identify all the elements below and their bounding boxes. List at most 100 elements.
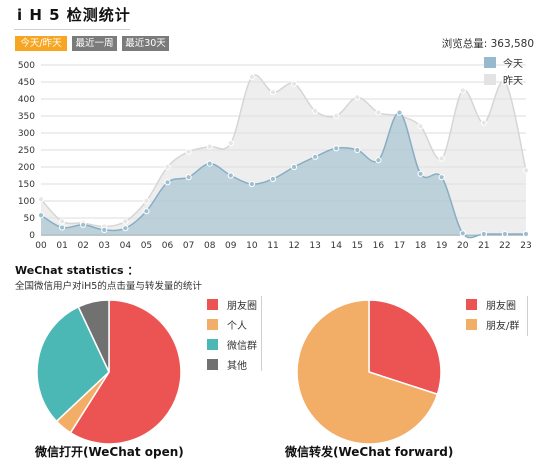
- last-30-days-button[interactable]: 最近30天: [122, 36, 169, 51]
- pie-slice: [77, 299, 110, 373]
- wechat-forward-legend: 朋友圈朋友/群: [466, 296, 519, 336]
- data-point-today: [206, 160, 213, 167]
- data-point-yesterday: [227, 140, 234, 147]
- page-title: i H 5 检测统计: [17, 6, 131, 24]
- x-tick-label: 10: [246, 241, 258, 251]
- x-tick-label: 04: [120, 241, 132, 251]
- x-tick-label: 13: [309, 241, 320, 251]
- y-tick-label: 50: [24, 214, 36, 224]
- wechat-open-legend: 朋友圈 个人 微信群 其他: [207, 296, 257, 376]
- data-point-yesterday: [417, 123, 424, 130]
- data-point-yesterday: [459, 87, 466, 94]
- x-tick-label: 21: [478, 241, 489, 251]
- data-point-yesterday: [290, 80, 298, 87]
- legend-item: 其他: [207, 356, 257, 373]
- y-tick-label: 400: [18, 95, 35, 105]
- today-yesterday-button[interactable]: 今天/昨天: [15, 36, 67, 51]
- last-week-button[interactable]: 最近一周: [72, 36, 117, 51]
- x-tick-label: 08: [204, 241, 216, 251]
- x-tick-label: 12: [288, 241, 299, 251]
- data-point-today: [522, 230, 530, 238]
- data-point-yesterday: [333, 112, 340, 120]
- data-point-yesterday: [522, 167, 530, 174]
- x-tick-label: 14: [330, 241, 342, 251]
- legend-label: 昨天: [503, 75, 523, 87]
- data-point-today: [58, 224, 66, 231]
- data-point-today: [290, 163, 298, 171]
- data-point-yesterday: [438, 155, 445, 162]
- wechat-forward-title: 微信转发(WeChat forward): [285, 445, 454, 459]
- data-point-today: [396, 109, 403, 116]
- legend-divider: [527, 296, 528, 336]
- y-tick-label: 450: [18, 78, 35, 88]
- data-point-today: [312, 153, 319, 160]
- wechat-open-pie: [36, 299, 182, 445]
- section-subtitle: 全国微信用户对iH5的点击量与转发量的统计: [15, 281, 202, 292]
- legend-swatch: [207, 299, 218, 310]
- title-divider: [14, 29, 130, 30]
- legend-label: 今天: [503, 57, 523, 70]
- data-point-yesterday: [312, 107, 319, 115]
- legend-swatch: [484, 74, 496, 85]
- legend-swatch: [484, 57, 496, 68]
- pie-slice: [69, 299, 182, 445]
- y-tick-label: 300: [18, 129, 35, 139]
- pie-slice: [296, 299, 439, 445]
- legend-label: 微信群: [227, 341, 257, 352]
- legend-swatch: [466, 299, 477, 310]
- data-point-today: [164, 179, 171, 186]
- legend-swatch: [207, 339, 218, 350]
- data-point-today: [143, 208, 150, 215]
- pie-slice: [368, 299, 442, 396]
- data-point-today: [417, 170, 424, 177]
- data-point-yesterday: [206, 143, 213, 150]
- data-point-yesterday: [185, 148, 192, 155]
- x-tick-label: 16: [373, 241, 385, 251]
- section-title: WeChat statistics ：: [15, 264, 139, 277]
- data-point-today: [333, 145, 340, 152]
- data-point-yesterday: [480, 119, 487, 126]
- x-tick-label: 23: [520, 241, 531, 251]
- legend-swatch: [207, 359, 218, 370]
- data-point-yesterday: [164, 163, 171, 171]
- data-point-today: [269, 175, 277, 183]
- legend-label: 朋友/群: [486, 321, 520, 332]
- data-point-yesterday: [248, 73, 255, 80]
- total-views-label: 浏览总量: 363,580: [441, 38, 534, 50]
- data-point-today: [375, 157, 382, 164]
- x-tick-label: 02: [77, 241, 88, 251]
- legend-item: 朋友圈: [466, 296, 519, 313]
- legend-label: 个人: [227, 321, 247, 332]
- data-point-today: [227, 172, 234, 179]
- y-tick-label: 200: [18, 163, 35, 173]
- x-tick-label: 15: [352, 241, 363, 251]
- x-tick-label: 07: [183, 241, 194, 251]
- data-point-yesterday: [501, 78, 509, 86]
- legend-swatch: [207, 319, 218, 330]
- data-point-today: [80, 221, 87, 228]
- data-point-today: [501, 230, 509, 238]
- data-point-yesterday: [269, 89, 277, 96]
- data-point-yesterday: [354, 94, 361, 101]
- x-tick-label: 11: [267, 241, 278, 251]
- data-point-today: [459, 230, 466, 237]
- y-tick-label: 500: [18, 61, 35, 71]
- x-tick-label: 17: [394, 241, 405, 251]
- x-tick-label: 00: [35, 241, 47, 251]
- data-point-yesterday: [122, 218, 129, 225]
- data-point-today: [480, 230, 487, 238]
- x-tick-label: 09: [225, 241, 237, 251]
- data-point-today: [37, 212, 45, 219]
- y-tick-label: 350: [18, 112, 35, 122]
- legend-item: 朋友/群: [466, 316, 519, 333]
- x-tick-label: 01: [56, 241, 67, 251]
- data-point-today: [101, 226, 108, 233]
- x-tick-label: 20: [457, 241, 469, 251]
- y-tick-label: 250: [18, 146, 35, 156]
- legend-swatch: [466, 319, 477, 330]
- legend-label: 朋友圈: [486, 301, 516, 312]
- y-tick-label: 100: [18, 197, 35, 207]
- data-point-today: [185, 174, 192, 181]
- x-tick-label: 22: [499, 241, 510, 251]
- wechat-open-title: 微信打开(WeChat open): [35, 445, 184, 459]
